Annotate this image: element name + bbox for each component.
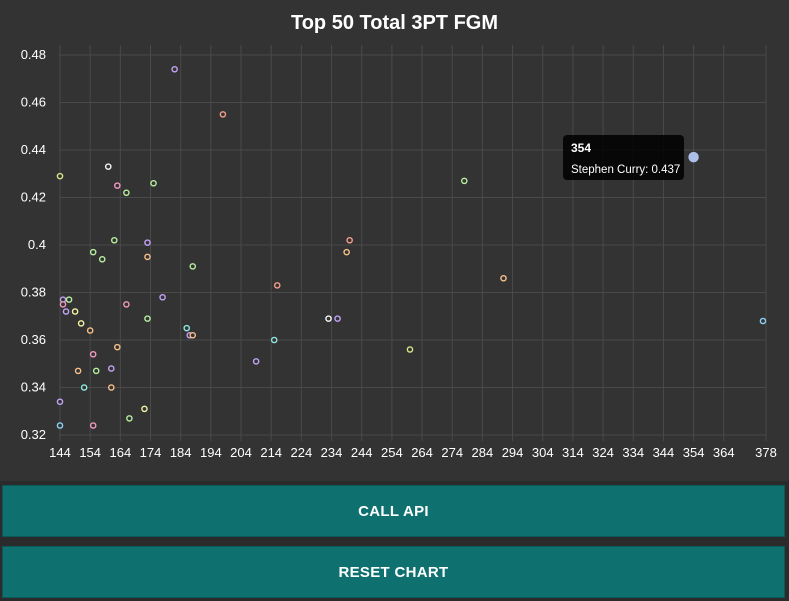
data-point[interactable]: [343, 248, 350, 256]
data-point[interactable]: [56, 172, 64, 180]
data-point[interactable]: [59, 301, 67, 308]
y-tick-label: 0.46: [21, 95, 46, 110]
data-point[interactable]: [56, 422, 64, 429]
y-tick-label: 0.44: [21, 142, 46, 157]
data-point[interactable]: [189, 263, 197, 270]
grid-layer: [59, 45, 767, 441]
x-tick-label: 144: [49, 445, 71, 460]
data-point[interactable]: [460, 177, 468, 185]
data-point[interactable]: [114, 182, 121, 189]
data-point[interactable]: [89, 350, 97, 358]
data-point[interactable]: [183, 324, 191, 332]
data-point[interactable]: [77, 320, 85, 327]
data-point[interactable]: [273, 282, 281, 289]
data-point[interactable]: [92, 367, 100, 375]
x-tick-label: 154: [79, 445, 101, 460]
tooltip-title: 354: [571, 141, 591, 155]
x-tick-label: 194: [200, 445, 222, 460]
x-tick-label: 324: [592, 445, 614, 460]
data-point[interactable]: [270, 336, 278, 344]
y-tick-label: 0.38: [21, 285, 46, 300]
data-point[interactable]: [123, 189, 130, 197]
tooltip-box: [563, 135, 684, 180]
tooltip: 354 Stephen Curry: 0.437: [563, 135, 684, 180]
data-point[interactable]: [86, 327, 94, 334]
y-tick-label: 0.4: [28, 237, 46, 252]
data-point[interactable]: [62, 308, 70, 315]
data-point[interactable]: [126, 415, 133, 422]
x-tick-label: 264: [411, 445, 433, 460]
data-point[interactable]: [71, 308, 79, 315]
data-point[interactable]: [759, 317, 767, 325]
y-tick-label: 0.42: [21, 190, 46, 205]
y-tick-label: 0.48: [21, 47, 46, 62]
x-tick-label: 224: [291, 445, 313, 460]
x-tick-label: 378: [755, 445, 777, 460]
data-point[interactable]: [141, 405, 148, 413]
x-tick-label: 284: [472, 445, 494, 460]
data-point[interactable]: [159, 293, 166, 301]
data-point[interactable]: [123, 301, 130, 308]
data-point[interactable]: [89, 248, 97, 256]
data-point[interactable]: [500, 274, 507, 282]
data-point[interactable]: [65, 296, 73, 303]
data-point[interactable]: [104, 163, 112, 170]
x-tick-label: 174: [140, 445, 162, 460]
data-point[interactable]: [111, 236, 118, 244]
data-point[interactable]: [252, 358, 260, 365]
data-point[interactable]: [80, 384, 88, 391]
x-tick-label: 244: [351, 445, 373, 460]
x-tick-label: 314: [562, 445, 584, 460]
x-axis-ticks: 144 154 164 174 184 194 204 214 224 234 244 254 264 2…: [49, 445, 777, 460]
x-tick-label: 214: [260, 445, 282, 460]
x-tick-label: 364: [713, 445, 735, 460]
reset-chart-button[interactable]: RESET CHART: [2, 546, 785, 598]
data-point[interactable]: [189, 331, 197, 339]
data-point[interactable]: [219, 111, 227, 118]
data-point[interactable]: [56, 398, 64, 406]
data-point[interactable]: [144, 253, 151, 261]
data-point[interactable]: [107, 384, 115, 391]
x-tick-label: 294: [502, 445, 524, 460]
data-point[interactable]: [150, 179, 157, 187]
x-tick-label: 274: [441, 445, 463, 460]
x-tick-label: 334: [622, 445, 644, 460]
tooltip-body: Stephen Curry: 0.437: [571, 164, 680, 176]
x-tick-label: 254: [381, 445, 403, 460]
data-point[interactable]: [171, 65, 178, 73]
chart-panel: Top 50 Total 3PT FGM 0.48 0.46 0.44 0.42 0.4…: [0, 0, 789, 481]
x-tick-label: 234: [321, 445, 343, 460]
data-point[interactable]: [114, 343, 121, 351]
x-tick-label: 354: [683, 445, 705, 460]
data-point[interactable]: [406, 346, 414, 353]
data-point[interactable]: [89, 422, 97, 429]
y-axis-ticks: 0.48 0.46 0.44 0.42 0.4 0.38 0.36 0.34 0.32: [21, 47, 46, 442]
data-point[interactable]: [325, 315, 332, 322]
data-point[interactable]: [107, 365, 115, 372]
y-tick-label: 0.36: [21, 332, 46, 347]
y-tick-label: 0.34: [21, 380, 46, 395]
data-point-hovered[interactable]: [688, 151, 699, 163]
x-tick-label: 184: [170, 445, 192, 460]
chart-title: Top 50 Total 3PT FGM: [290, 12, 499, 34]
data-point[interactable]: [144, 315, 151, 322]
x-tick-label: 204: [230, 445, 252, 460]
y-tick-label: 0.32: [21, 427, 46, 442]
data-point[interactable]: [334, 315, 341, 322]
x-tick-label: 164: [109, 445, 131, 460]
data-points[interactable]: [56, 65, 767, 429]
data-point[interactable]: [346, 236, 353, 244]
x-tick-label: 344: [653, 445, 675, 460]
data-point[interactable]: [74, 367, 82, 375]
data-point[interactable]: [144, 239, 151, 246]
scatter-chart[interactable]: 0.480.460.440.420.40.380.360.340.32 144 1…: [0, 0, 789, 481]
data-point[interactable]: [98, 255, 106, 263]
call-api-button[interactable]: CALL API: [2, 485, 785, 537]
x-tick-label: 304: [532, 445, 554, 460]
